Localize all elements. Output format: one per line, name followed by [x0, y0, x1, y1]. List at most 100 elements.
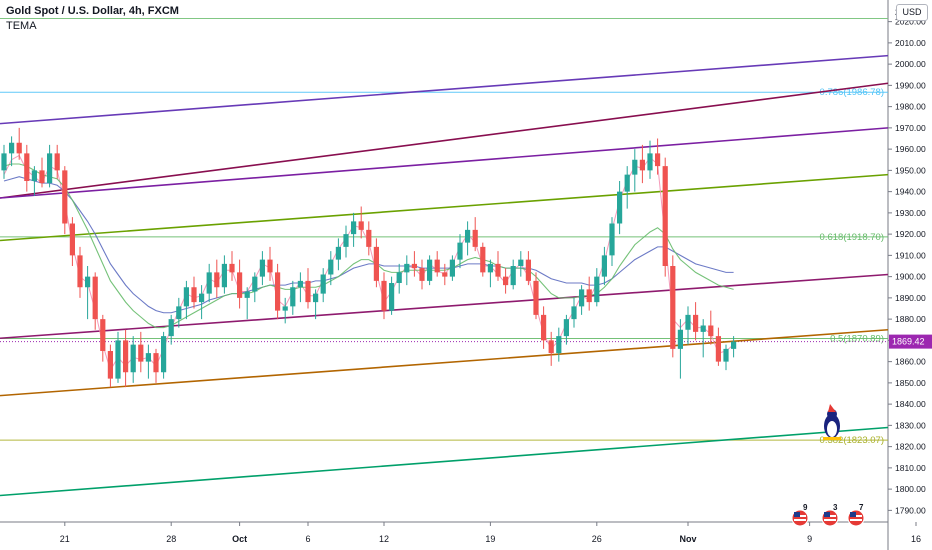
fib-level-label: 0.382(1823.07) [820, 435, 884, 446]
candle-body [366, 229, 372, 247]
candle-body [457, 242, 463, 260]
candle-body [715, 336, 721, 362]
candle-body [487, 263, 493, 273]
candle-body [221, 263, 227, 288]
candle-body [145, 353, 151, 362]
fib-level-label: 0.786(1986.78) [820, 87, 884, 98]
trend-line [0, 426, 889, 497]
y-tick-label: 1860.00 [895, 357, 926, 367]
candle-body [191, 287, 197, 303]
candle-body [183, 287, 189, 307]
candle-body [396, 272, 402, 283]
candle-body [351, 221, 357, 235]
y-tick-label: 1830.00 [895, 420, 926, 430]
y-tick-label: 1800.00 [895, 484, 926, 494]
candle-body [24, 153, 30, 181]
us-flag-icon: 7 [847, 503, 865, 527]
candle-body [244, 291, 250, 298]
event-count: 3 [833, 503, 838, 512]
x-tick-label: 12 [379, 534, 389, 544]
x-tick-label: Oct [232, 534, 247, 544]
x-tick-label: 6 [305, 534, 310, 544]
trend-line [0, 82, 889, 199]
drawing-layer[interactable]: 0.786(1986.78) 0.618(1918.70) 0.5(1870.89)… [0, 17, 889, 497]
candle-body [670, 266, 676, 349]
y-tick-label: 1950.00 [895, 165, 926, 175]
candle-body [579, 289, 585, 307]
candle-body [503, 276, 509, 286]
flag-stripe [794, 519, 806, 521]
trend-line [0, 173, 889, 242]
x-tick-label: 16 [911, 534, 921, 544]
chart-title: Gold Spot / U.S. Dollar, 4h, FXCM [6, 5, 179, 17]
candle-body [77, 255, 83, 288]
candle-body [541, 314, 547, 341]
candle-body [290, 287, 296, 307]
candle-body [100, 319, 106, 351]
candle-body [465, 229, 471, 243]
fib-level-label: 0.618(1918.70) [820, 232, 884, 243]
candle-body [62, 170, 68, 224]
candle-body [472, 229, 478, 247]
y-tick-label: 1910.00 [895, 250, 926, 260]
x-tick-label: 28 [166, 534, 176, 544]
x-tick-label: 21 [60, 534, 70, 544]
candle-body [411, 263, 417, 269]
candle-body [632, 159, 638, 175]
candle-body [69, 223, 75, 256]
x-tick-label: Nov [679, 534, 696, 544]
trend-line [0, 328, 889, 397]
candle-body [39, 170, 45, 184]
candle-body [1, 153, 7, 171]
candle-body [617, 191, 623, 224]
candle-body [16, 142, 22, 154]
candle-body [639, 159, 645, 171]
candle-body [419, 268, 425, 281]
overlay-layer: 9 3 7 [791, 404, 865, 527]
y-tick-label: 1820.00 [895, 442, 926, 452]
candle-body [305, 280, 311, 303]
flag-stripe [824, 519, 836, 521]
y-tick-label: 1920.00 [895, 229, 926, 239]
candle-body [731, 341, 737, 349]
last-price-label-bg [889, 334, 932, 349]
candle-body [85, 276, 91, 288]
candle-body [601, 255, 607, 277]
candle-body [9, 142, 15, 154]
y-tick-label: 1790.00 [895, 505, 926, 515]
flag-stripe [850, 519, 862, 521]
candle-body [700, 325, 706, 332]
candle-body [723, 348, 729, 362]
candle-body [662, 166, 668, 266]
candle-body [237, 272, 243, 298]
candle-body [153, 353, 159, 373]
candle-body [434, 259, 440, 273]
x-tick-label: 26 [592, 534, 602, 544]
axis-layer[interactable]: 1790.00 1800.00 1810.00 1820.00 1830.00 1840.… [60, 7, 932, 544]
candles-layer [1, 127, 737, 388]
trend-line [0, 54, 889, 125]
event-count: 9 [803, 503, 808, 512]
candle-body [275, 272, 281, 311]
candle-body [427, 259, 433, 281]
x-tick-label: 9 [807, 534, 812, 544]
candle-body [571, 306, 577, 320]
candle-body [556, 336, 562, 354]
candle-body [328, 259, 334, 275]
candle-body [54, 153, 60, 171]
indicator-label[interactable]: TEMA [6, 20, 37, 32]
candle-body [548, 340, 554, 354]
candle-body [168, 319, 174, 337]
y-tick-label: 1970.00 [895, 123, 926, 133]
candle-body [138, 344, 144, 362]
candle-body [259, 259, 265, 277]
candle-body [404, 263, 410, 273]
candle-body [107, 351, 113, 379]
penguin-feet [823, 437, 841, 440]
currency-badge[interactable]: USD [896, 4, 928, 21]
y-tick-label: 1990.00 [895, 80, 926, 90]
y-tick-label: 2000.00 [895, 59, 926, 69]
y-tick-label: 1900.00 [895, 272, 926, 282]
